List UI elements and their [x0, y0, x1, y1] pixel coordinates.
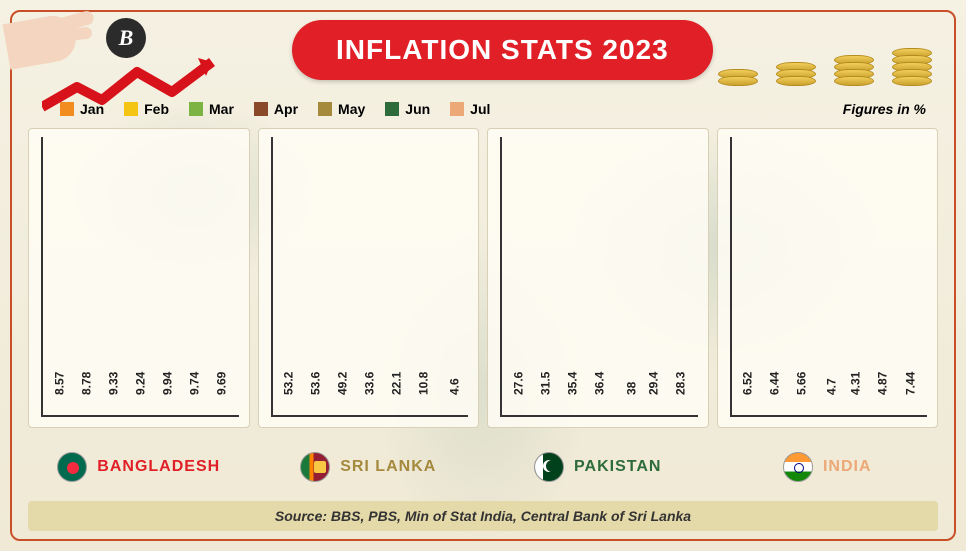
legend-label: Mar — [209, 101, 234, 117]
header: B INFLATION STATS 2023 — [12, 12, 954, 94]
legend-swatch — [124, 102, 138, 116]
bar-value-label: 4.31 — [849, 372, 863, 395]
bar-value-label: 6.44 — [767, 372, 781, 395]
flag-icon — [300, 452, 330, 482]
country-label: PAKISTAN — [487, 443, 709, 491]
legend-label: Jul — [470, 101, 490, 117]
bars-group: 6.52 6.44 5.66 4.7 4.31 4.87 7.44 — [742, 143, 926, 415]
bar-value-label: 35.4 — [565, 372, 579, 395]
bar-value-label: 5.66 — [795, 372, 809, 395]
bar-value-label: 8.57 — [52, 372, 66, 395]
bar-value-label: 49.2 — [336, 372, 350, 395]
legend-label: Feb — [144, 101, 169, 117]
legend-swatch — [385, 102, 399, 116]
bar-value-label: 9.24 — [133, 372, 147, 395]
coin-stacks-icon — [692, 14, 932, 86]
chart-panel: 6.52 6.44 5.66 4.7 4.31 4.87 7.44 — [717, 128, 939, 428]
legend-label: Apr — [274, 101, 298, 117]
bar-value-label: 33.6 — [363, 372, 377, 395]
legend-swatch — [254, 102, 268, 116]
legend-item: Jul — [450, 101, 490, 117]
bar-value-label: 9.74 — [187, 372, 201, 395]
legend-item: May — [318, 101, 365, 117]
flag-icon — [534, 452, 564, 482]
bar-value-label: 4.6 — [447, 378, 461, 395]
legend-label: Jun — [405, 101, 430, 117]
x-axis — [41, 415, 239, 417]
bar-value-label: 53.2 — [281, 372, 295, 395]
source-citation: Source: BBS, PBS, Min of Stat India, Cen… — [28, 501, 938, 531]
legend: Jan Feb Mar Apr May Jun Jul Figures in % — [60, 96, 926, 122]
bar-value-label: 9.69 — [214, 372, 228, 395]
x-axis — [500, 415, 698, 417]
bar-value-label: 8.78 — [79, 372, 93, 395]
legend-swatch — [60, 102, 74, 116]
country-name: PAKISTAN — [574, 458, 661, 476]
bar-value-label: 10.8 — [417, 372, 431, 395]
coin-stack — [718, 72, 758, 86]
bar-value-label: 7.44 — [903, 372, 917, 395]
y-axis — [500, 137, 502, 417]
legend-item: Apr — [254, 101, 298, 117]
bar-value-label: 36.4 — [592, 372, 606, 395]
chart-title: INFLATION STATS 2023 — [292, 20, 713, 80]
legend-swatch — [189, 102, 203, 116]
x-axis — [730, 415, 928, 417]
bar-value-label: 4.87 — [876, 372, 890, 395]
legend-swatch — [450, 102, 464, 116]
bar-value-label: 38 — [624, 382, 638, 395]
bar-value-label: 22.1 — [390, 372, 404, 395]
bars-group: 8.57 8.78 9.33 9.24 9.94 9.74 9.69 — [53, 143, 237, 415]
coin-stack — [892, 51, 932, 86]
legend-label: Jan — [80, 101, 104, 117]
flag-icon — [57, 452, 87, 482]
bar-value-label: 28.3 — [673, 372, 687, 395]
chart-panel: 8.57 8.78 9.33 9.24 9.94 9.74 9.69 — [28, 128, 250, 428]
bar-value-label: 27.6 — [511, 372, 525, 395]
bar-value-label: 53.6 — [308, 372, 322, 395]
country-labels: BANGLADESH SRI LANKA PAKISTAN INDIA — [28, 443, 938, 491]
bar-value-label: 31.5 — [538, 372, 552, 395]
chart-panel: 27.6 31.5 35.4 36.4 38 29.4 28.3 — [487, 128, 709, 428]
bar-value-label: 6.52 — [740, 372, 754, 395]
flag-icon — [783, 452, 813, 482]
country-label: INDIA — [717, 443, 939, 491]
x-axis — [271, 415, 469, 417]
legend-item: Mar — [189, 101, 234, 117]
chart-panels: 8.57 8.78 9.33 9.24 9.94 9.74 9.69 53.2 53.6 49.2… — [28, 128, 938, 428]
legend-swatch — [318, 102, 332, 116]
bar-value-label: 9.33 — [106, 372, 120, 395]
bars-group: 27.6 31.5 35.4 36.4 38 29.4 28.3 — [512, 143, 696, 415]
bar-value-label: 4.7 — [825, 378, 839, 395]
country-name: INDIA — [823, 458, 872, 476]
y-axis — [271, 137, 273, 417]
bar-value-label: 29.4 — [646, 372, 660, 395]
legend-label: May — [338, 101, 365, 117]
country-label: BANGLADESH — [28, 443, 250, 491]
y-axis — [41, 137, 43, 417]
legend-item: Jun — [385, 101, 430, 117]
legend-item: Jan — [60, 101, 104, 117]
country-name: SRI LANKA — [340, 458, 436, 476]
chart-panel: 53.2 53.6 49.2 33.6 22.1 10.8 4.6 — [258, 128, 480, 428]
figures-note: Figures in % — [843, 101, 926, 117]
bars-group: 53.2 53.6 49.2 33.6 22.1 10.8 4.6 — [283, 143, 467, 415]
bar-value-label: 9.94 — [160, 372, 174, 395]
country-name: BANGLADESH — [97, 458, 220, 476]
coin-stack — [776, 65, 816, 86]
y-axis — [730, 137, 732, 417]
country-label: SRI LANKA — [258, 443, 480, 491]
legend-item: Feb — [124, 101, 169, 117]
coin-stack — [834, 58, 874, 86]
